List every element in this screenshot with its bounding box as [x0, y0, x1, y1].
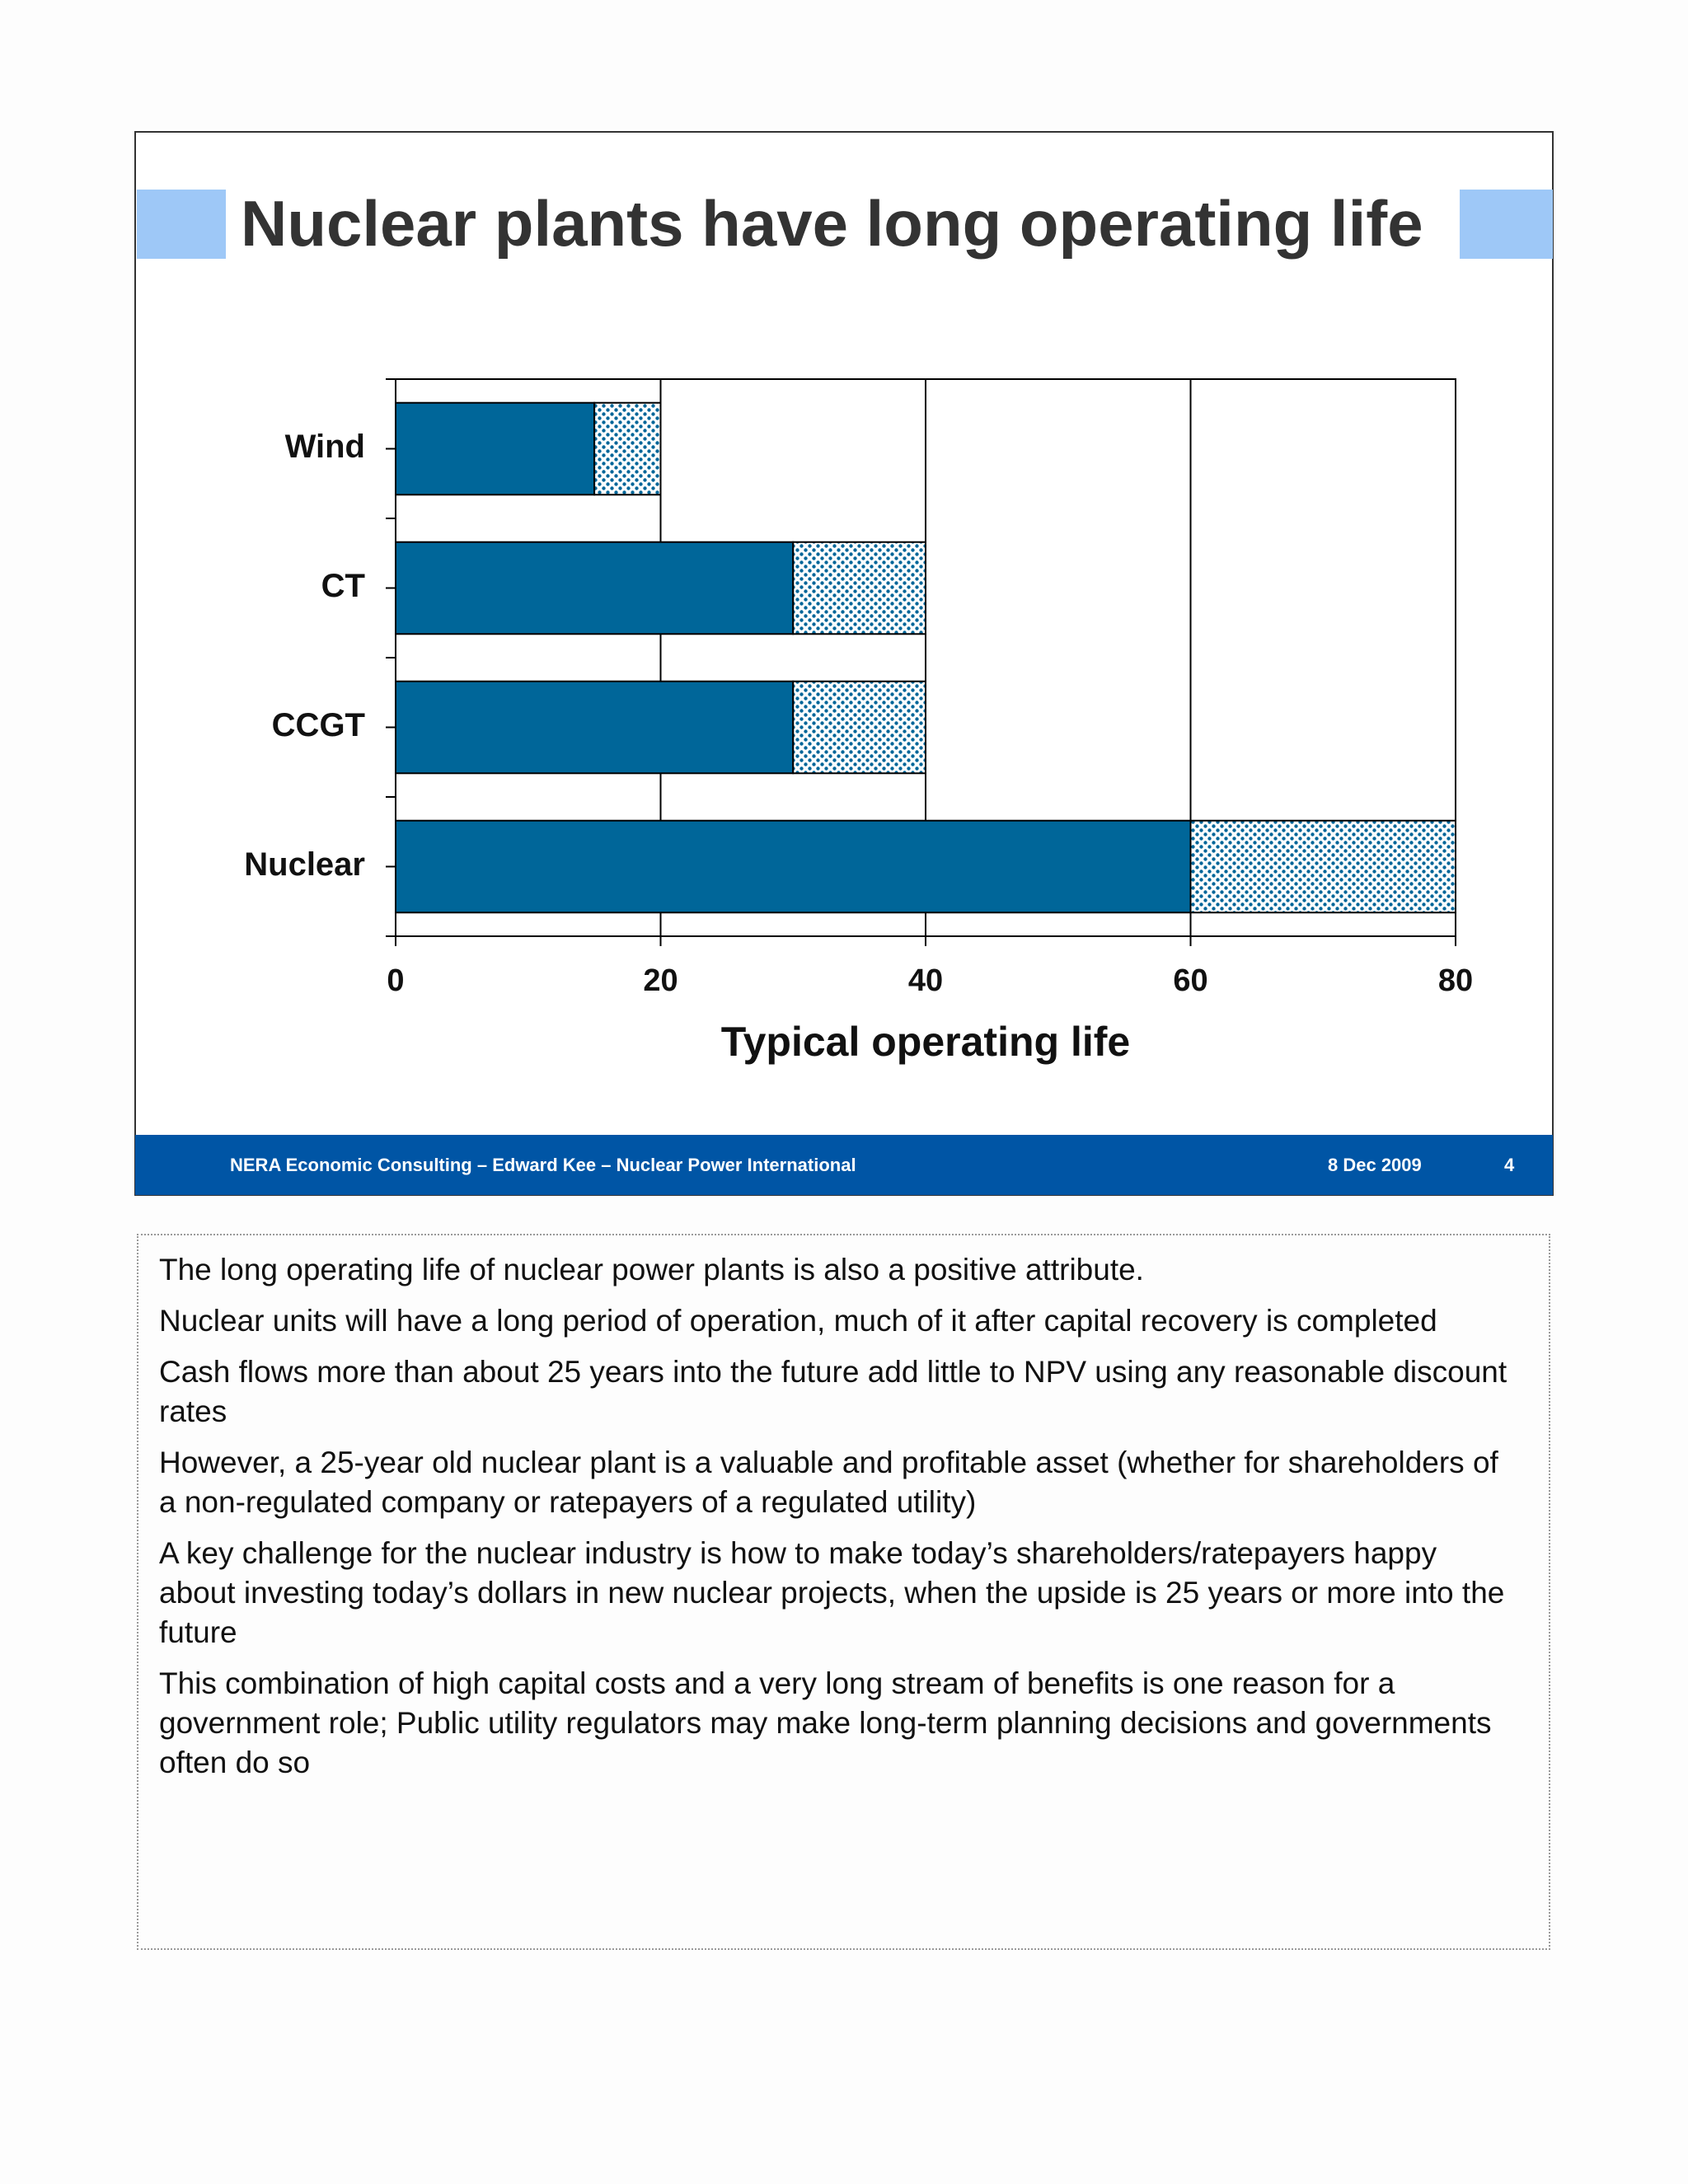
title-accent — [1460, 190, 1553, 259]
bar-segment — [395, 541, 795, 635]
x-tick-label: 80 — [1438, 963, 1473, 998]
note-paragraph: Nuclear units will have a long period of… — [159, 1304, 1437, 1338]
slide: Nuclear plants have long operating life … — [134, 131, 1554, 1196]
note-paragraph: A key challenge for the nuclear industry… — [159, 1536, 1505, 1649]
note-paragraph: This combination of high capital costs a… — [159, 1666, 1492, 1779]
note-paragraph: However, a 25-year old nuclear plant is … — [159, 1446, 1498, 1519]
x-axis-title: Typical operating life — [721, 1019, 1130, 1065]
x-tick-label: 20 — [643, 963, 678, 998]
footer-bar — [135, 1135, 1553, 1195]
y-tick-label: CCGT — [272, 707, 365, 743]
note-paragraph: Cash flows more than about 25 years into… — [159, 1355, 1507, 1428]
x-tick-label: 40 — [908, 963, 943, 998]
y-tick-label: Nuclear — [244, 846, 365, 883]
title-accent — [137, 190, 226, 259]
slide-title: Nuclear plants have long operating life — [241, 187, 1423, 260]
y-tick-label: CT — [321, 568, 365, 604]
bar-segment — [792, 680, 926, 775]
bar-segment — [395, 819, 1192, 914]
plot-border — [395, 378, 1456, 937]
y-tick-label: Wind — [285, 429, 365, 465]
bar-segment — [395, 401, 596, 496]
bar-segment — [593, 401, 662, 496]
note-paragraph: The long operating life of nuclear power… — [159, 1253, 1144, 1286]
x-tick-label: 0 — [387, 963, 404, 998]
speaker-notes: The long operating life of nuclear power… — [137, 1234, 1550, 1950]
chart: 0 20 40 60 80 Wind CT CCGT Nuclear Typical operat… — [244, 378, 1473, 1065]
bar-segment — [395, 680, 795, 775]
x-tick-label: 60 — [1173, 963, 1207, 998]
bar-segment — [792, 541, 926, 635]
footer-date: 8 Dec 2009 — [1328, 1155, 1422, 1175]
footer-text: NERA Economic Consulting – Edward Kee – … — [230, 1155, 856, 1175]
page-number: 4 — [1504, 1155, 1515, 1175]
bar-segment — [1189, 819, 1456, 914]
